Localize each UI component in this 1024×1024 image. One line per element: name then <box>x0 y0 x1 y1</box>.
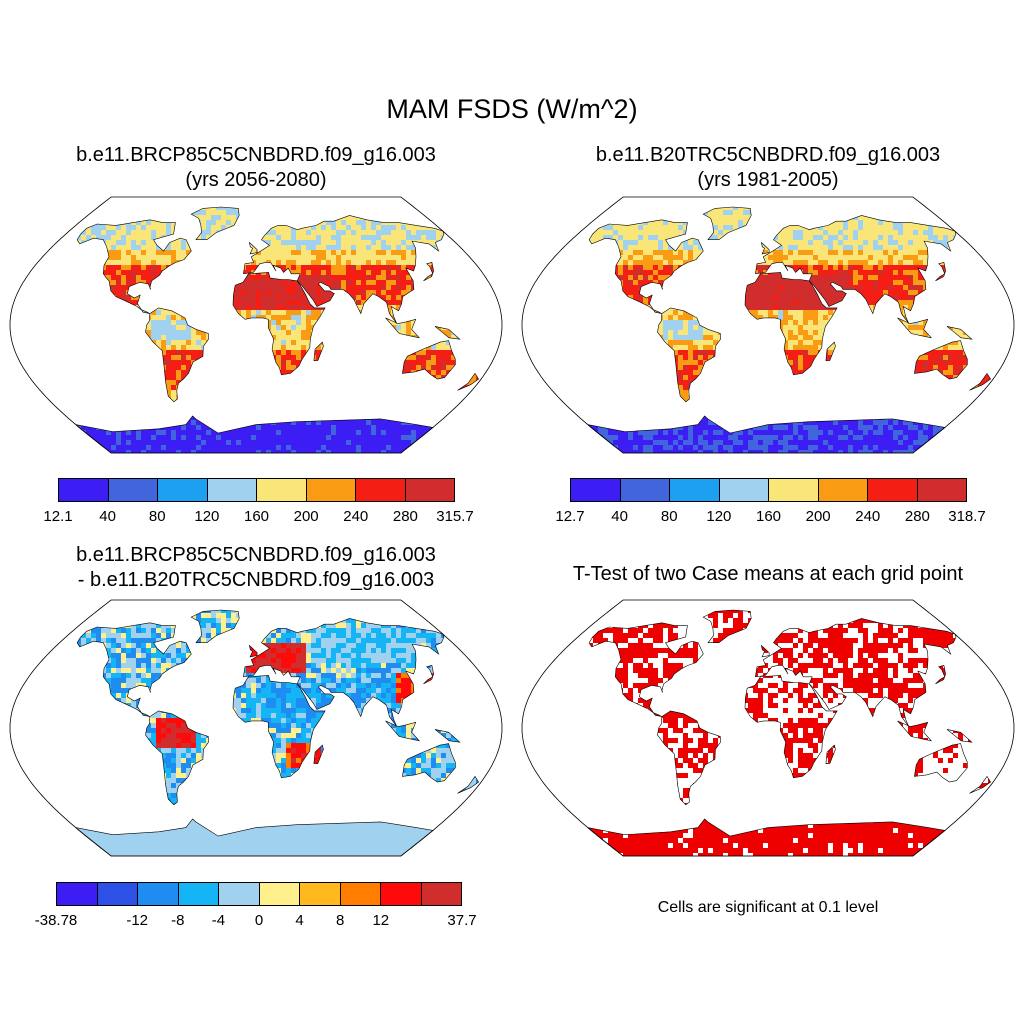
panel3-title-line1: b.e11.BRCP85C5CNBDRD.f09_g16.003 <box>6 543 506 567</box>
colorbar-swatch <box>356 479 406 501</box>
coastlines <box>587 206 992 454</box>
colorbar-swatch <box>670 479 720 501</box>
colorbar-tick-label: 12 <box>372 912 389 929</box>
colorbar-swatch <box>59 479 109 501</box>
colorbar-tick-label: 200 <box>806 508 831 525</box>
map-panel-3 <box>9 599 503 857</box>
colorbar-tick-label: 12.1 <box>43 508 72 525</box>
colorbar-tick-label: 12.7 <box>555 508 584 525</box>
colorbar-tick-label: 240 <box>855 508 880 525</box>
colorbar-swatch <box>620 479 670 501</box>
colorbar-tick-label: 120 <box>706 508 731 525</box>
panel1-title-line2: (yrs 2056-2080) <box>6 168 506 192</box>
colorbar-tick-label: 280 <box>393 508 418 525</box>
map-panel-4 <box>521 599 1015 857</box>
colorbar-swatch <box>818 479 868 501</box>
colorbar-swatch <box>57 883 98 905</box>
panel2-title-line2: (yrs 1981-2005) <box>518 168 1018 192</box>
colorbar-swatch <box>769 479 819 501</box>
colorbar-tick-label: 160 <box>244 508 269 525</box>
colorbar-tick-label: -38.78 <box>35 912 78 929</box>
colorbar-tick-label: 37.7 <box>447 912 476 929</box>
colorbar-swatch <box>178 883 219 905</box>
colorbar-swatch <box>108 479 158 501</box>
panel4-title: T-Test of two Case means at each grid po… <box>518 562 1018 586</box>
colorbar-swatch <box>207 479 257 501</box>
colorbar-tick-label: 40 <box>611 508 628 525</box>
colorbar-swatch <box>138 883 179 905</box>
colorbar-swatch <box>381 883 422 905</box>
colorbar-panel-2 <box>570 478 967 502</box>
colorbar-tick-label: 280 <box>905 508 930 525</box>
colorbar-tick-label: -12 <box>126 912 148 929</box>
colorbar-swatch <box>340 883 381 905</box>
colorbar-panel-1 <box>58 478 455 502</box>
colorbar-tick-label: 4 <box>295 912 303 929</box>
colorbar-swatch <box>257 479 307 501</box>
colorbar-swatch <box>719 479 769 501</box>
colorbar-swatch <box>219 883 260 905</box>
panel2-title-line1: b.e11.B20TRC5CNBDRD.f09_g16.003 <box>518 143 1018 167</box>
map-border <box>9 599 503 857</box>
map-panel-2 <box>521 196 1015 454</box>
colorbar-tick-label: 8 <box>336 912 344 929</box>
colorbar-swatch <box>405 479 454 501</box>
colorbar-tick-label: 120 <box>194 508 219 525</box>
colorbar-swatch <box>259 883 300 905</box>
colorbar-swatch <box>917 479 966 501</box>
significance-note: Cells are significant at 0.1 level <box>518 899 1018 917</box>
colorbar-tick-label: 80 <box>661 508 678 525</box>
figure-title: MAM FSDS (W/m^2) <box>0 94 1024 125</box>
colorbar-swatch <box>158 479 208 501</box>
colorbar-tick-label: 80 <box>149 508 166 525</box>
panel1-title-line1: b.e11.BRCP85C5CNBDRD.f09_g16.003 <box>6 143 506 167</box>
colorbar-swatch <box>868 479 918 501</box>
colorbar-tick-label: -8 <box>171 912 184 929</box>
map-border <box>521 196 1015 454</box>
colorbar-swatch <box>300 883 341 905</box>
colorbar-swatch <box>306 479 356 501</box>
colorbar-swatch <box>571 479 621 501</box>
colorbar-tick-label: 318.7 <box>948 508 986 525</box>
map-panel-1 <box>9 196 503 454</box>
colorbar-tick-label: 315.7 <box>436 508 474 525</box>
colorbar-swatch <box>421 883 461 905</box>
colorbar-tick-label: 160 <box>756 508 781 525</box>
colorbar-tick-label: 240 <box>343 508 368 525</box>
colorbar-tick-label: 200 <box>294 508 319 525</box>
colorbar-tick-label: 40 <box>99 508 116 525</box>
map-border <box>9 196 503 454</box>
colorbar-panel-3 <box>56 882 462 906</box>
map-border <box>521 599 1015 857</box>
panel3-title-line2: - b.e11.B20TRC5CNBDRD.f09_g16.003 <box>6 568 506 592</box>
colorbar-tick-label: 0 <box>255 912 263 929</box>
colorbar-swatch <box>97 883 138 905</box>
colorbar-tick-label: -4 <box>212 912 225 929</box>
